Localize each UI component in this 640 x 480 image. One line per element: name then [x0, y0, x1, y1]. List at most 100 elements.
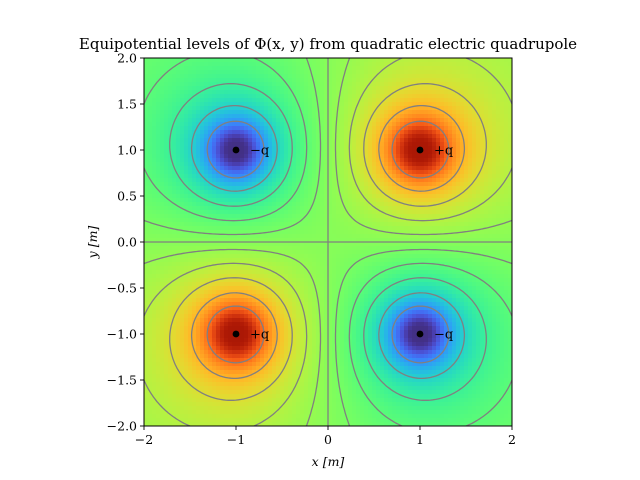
heatmap-cell — [168, 62, 173, 67]
heatmap-cell — [248, 250, 253, 255]
heatmap-cell — [372, 158, 377, 163]
heatmap-cell — [224, 130, 229, 135]
heatmap-cell — [320, 90, 325, 95]
heatmap-cell — [376, 134, 381, 139]
heatmap-cell — [264, 70, 269, 75]
heatmap-cell — [436, 270, 441, 275]
heatmap-cell — [184, 182, 189, 187]
heatmap-cell — [224, 158, 229, 163]
heatmap-cell — [196, 102, 201, 107]
heatmap-cell — [416, 130, 421, 135]
heatmap-cell — [392, 210, 397, 215]
heatmap-cell — [284, 234, 289, 239]
heatmap-cell — [328, 142, 333, 147]
heatmap-cell — [468, 194, 473, 199]
heatmap-cell — [244, 138, 249, 143]
heatmap-cell — [408, 242, 413, 247]
heatmap-cell — [332, 186, 337, 191]
heatmap-cell — [180, 202, 185, 207]
heatmap-cell — [256, 122, 261, 127]
heatmap-cell — [252, 110, 257, 115]
heatmap-cell — [332, 214, 337, 219]
heatmap-cell — [408, 210, 413, 215]
heatmap-cell — [444, 126, 449, 131]
heatmap-cell — [320, 118, 325, 123]
heatmap-cell — [504, 94, 509, 99]
heatmap-cell — [164, 114, 169, 119]
heatmap-cell — [504, 82, 509, 87]
heatmap-cell — [464, 58, 469, 63]
heatmap-cell — [216, 194, 221, 199]
heatmap-cell — [304, 178, 309, 183]
heatmap-cell — [396, 126, 401, 131]
heatmap-cell — [256, 230, 261, 235]
heatmap-cell — [232, 126, 237, 131]
heatmap-cell — [380, 178, 385, 183]
heatmap-cell — [404, 126, 409, 131]
heatmap-cell — [380, 78, 385, 83]
heatmap-cell — [436, 82, 441, 87]
heatmap-cell — [168, 94, 173, 99]
heatmap-cell — [180, 154, 185, 159]
heatmap-cell — [480, 146, 485, 151]
heatmap-cell — [412, 90, 417, 95]
heatmap-cell — [180, 130, 185, 135]
heatmap-cell — [444, 242, 449, 247]
heatmap-cell — [200, 274, 205, 279]
heatmap-cell — [496, 202, 501, 207]
heatmap-cell — [440, 230, 445, 235]
heatmap-cell — [240, 258, 245, 263]
heatmap-cell — [280, 90, 285, 95]
heatmap-cell — [256, 234, 261, 239]
heatmap-cell — [272, 242, 277, 247]
heatmap-cell — [316, 62, 321, 67]
heatmap-cell — [480, 266, 485, 271]
heatmap-cell — [260, 118, 265, 123]
heatmap-cell — [480, 218, 485, 223]
heatmap-cell — [428, 106, 433, 111]
heatmap-cell — [192, 158, 197, 163]
heatmap-cell — [312, 138, 317, 143]
heatmap-cell — [448, 222, 453, 227]
heatmap-cell — [436, 110, 441, 115]
heatmap-cell — [432, 226, 437, 231]
heatmap-cell — [252, 62, 257, 67]
heatmap-cell — [328, 158, 333, 163]
heatmap-cell — [164, 94, 169, 99]
heatmap-cell — [208, 210, 213, 215]
heatmap-cell — [344, 254, 349, 259]
heatmap-cell — [484, 186, 489, 191]
heatmap-cell — [504, 66, 509, 71]
heatmap-cell — [372, 134, 377, 139]
heatmap-cell — [340, 138, 345, 143]
heatmap-cell — [444, 230, 449, 235]
heatmap-cell — [416, 222, 421, 227]
heatmap-cell — [228, 122, 233, 127]
heatmap-cell — [184, 86, 189, 91]
heatmap-cell — [388, 114, 393, 119]
heatmap-cell — [484, 78, 489, 83]
heatmap-cell — [292, 238, 297, 243]
heatmap-cell — [468, 218, 473, 223]
heatmap-cell — [240, 94, 245, 99]
heatmap-cell — [180, 138, 185, 143]
heatmap-cell — [192, 58, 197, 63]
heatmap-cell — [380, 234, 385, 239]
heatmap-cell — [332, 254, 337, 259]
heatmap-cell — [404, 226, 409, 231]
heatmap-cell — [340, 182, 345, 187]
heatmap-cell — [344, 114, 349, 119]
heatmap-cell — [448, 190, 453, 195]
heatmap-cell — [268, 98, 273, 103]
heatmap-cell — [332, 118, 337, 123]
heatmap-cell — [444, 74, 449, 79]
heatmap-cell — [396, 86, 401, 91]
heatmap-cell — [200, 234, 205, 239]
heatmap-cell — [180, 126, 185, 131]
heatmap-cell — [444, 194, 449, 199]
heatmap-cell — [160, 218, 165, 223]
heatmap-cell — [448, 90, 453, 95]
heatmap-cell — [444, 218, 449, 223]
heatmap-cell — [288, 174, 293, 179]
heatmap-cell — [352, 190, 357, 195]
